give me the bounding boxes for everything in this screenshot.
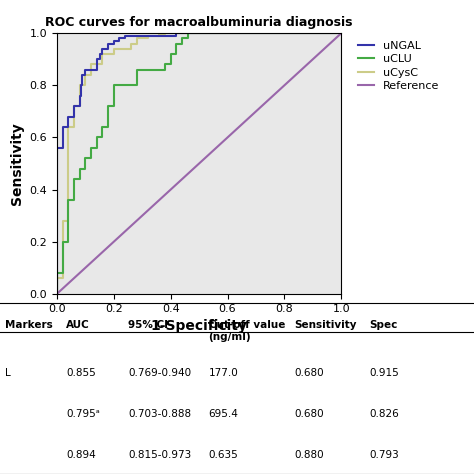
- Text: 177.0: 177.0: [209, 368, 238, 378]
- Text: 0.703-0.888: 0.703-0.888: [128, 409, 191, 419]
- Text: 0.635: 0.635: [209, 450, 238, 460]
- Text: Spec: Spec: [370, 320, 398, 330]
- Text: 0.880: 0.880: [294, 450, 323, 460]
- Text: 0.815-0.973: 0.815-0.973: [128, 450, 191, 460]
- Text: AUC: AUC: [66, 320, 90, 330]
- Y-axis label: Sensitivity: Sensitivity: [10, 122, 24, 205]
- Text: 0.894: 0.894: [66, 450, 96, 460]
- Text: Cut-off value
(ng/ml): Cut-off value (ng/ml): [209, 320, 285, 342]
- Text: L: L: [5, 368, 10, 378]
- Text: 0.680: 0.680: [294, 409, 323, 419]
- Text: Markers: Markers: [5, 320, 53, 330]
- Text: 0.680: 0.680: [294, 368, 323, 378]
- Text: 0.793: 0.793: [370, 450, 400, 460]
- Text: 0.826: 0.826: [370, 409, 400, 419]
- Text: Sensitivity: Sensitivity: [294, 320, 356, 330]
- Text: 0.915: 0.915: [370, 368, 400, 378]
- X-axis label: 1-Specificity: 1-Specificity: [151, 319, 247, 333]
- Text: 0.855: 0.855: [66, 368, 96, 378]
- Text: 0.795ᵃ: 0.795ᵃ: [66, 409, 100, 419]
- Text: 95% CI: 95% CI: [128, 320, 168, 330]
- Title: ROC curves for macroalbuminuria diagnosis: ROC curves for macroalbuminuria diagnosi…: [46, 16, 353, 29]
- Text: 695.4: 695.4: [209, 409, 238, 419]
- Text: 0.769-0.940: 0.769-0.940: [128, 368, 191, 378]
- Legend: uNGAL, uCLU, uCysC, Reference: uNGAL, uCLU, uCysC, Reference: [356, 39, 442, 93]
